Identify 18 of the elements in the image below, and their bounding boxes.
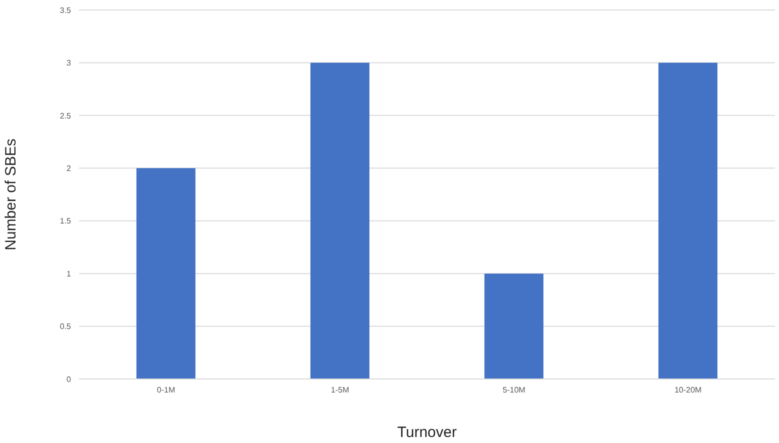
y-tick-label: 3.5 [60,6,72,15]
x-tick-label: 0-1M [156,386,176,395]
y-tick-label: 2.5 [60,111,72,120]
bar [484,274,544,379]
y-tick-label: 0.5 [60,322,72,332]
y-tick-label: 3 [66,58,72,68]
x-tick-label: 10-20M [674,386,702,395]
bar [310,62,370,379]
x-axis-title: Turnover [397,424,457,441]
y-tick-label: 1.5 [60,216,72,226]
y-tick-label: 0 [66,374,72,384]
bar [658,62,718,379]
y-axis-title: Number of SBEs [2,138,20,250]
y-tick-label: 1 [66,269,72,278]
bar [136,168,196,379]
x-tick-label: 1-5M [330,386,350,395]
y-tick-label: 2 [66,164,72,173]
x-tick-label: 5-10M [502,386,526,395]
